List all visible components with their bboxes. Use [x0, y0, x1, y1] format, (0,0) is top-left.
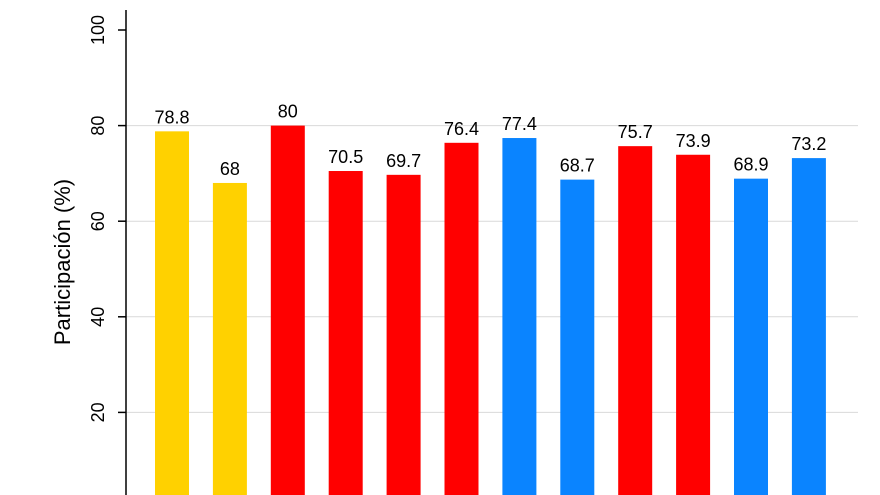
data-label-5: 69.7: [386, 151, 421, 171]
bar-2: [212, 182, 247, 495]
bar-12: [791, 158, 826, 495]
data-label-11: 68.9: [733, 155, 768, 175]
y-tick-label-60: 60: [88, 211, 108, 231]
data-label-9: 75.7: [618, 122, 653, 142]
data-label-8: 68.7: [560, 156, 595, 176]
bar-6: [444, 142, 479, 495]
data-label-6: 76.4: [444, 119, 479, 139]
bar-11: [734, 178, 768, 495]
bar-4: [328, 171, 363, 495]
y-axis-title: Participación (%): [50, 179, 75, 345]
bars: [155, 125, 826, 495]
data-label-1: 78.8: [154, 107, 189, 127]
data-label-12: 73.2: [791, 134, 826, 154]
bar-7: [502, 138, 537, 495]
bar-3: [270, 125, 305, 495]
y-tick-label-80: 80: [88, 116, 108, 136]
data-label-2: 68: [220, 159, 240, 179]
y-tick-label-40: 40: [88, 307, 108, 327]
bar-9: [618, 146, 653, 495]
y-axis-ticks: 20 40 60 80 100: [88, 15, 126, 422]
data-label-4: 70.5: [328, 147, 363, 167]
y-tick-label-20: 20: [88, 402, 108, 422]
data-labels: 78.8 68 80 70.5 69.7 76.4 77.4 68.7 75.7 73.9 68.9…: [154, 102, 826, 179]
bar-8: [560, 179, 595, 495]
data-label-10: 73.9: [676, 131, 711, 151]
bar-5: [386, 174, 421, 495]
data-label-7: 77.4: [502, 114, 537, 134]
bar-10: [676, 154, 711, 495]
y-tick-label-100: 100: [88, 15, 108, 45]
data-label-3: 80: [278, 102, 298, 122]
bar-1: [155, 131, 189, 495]
